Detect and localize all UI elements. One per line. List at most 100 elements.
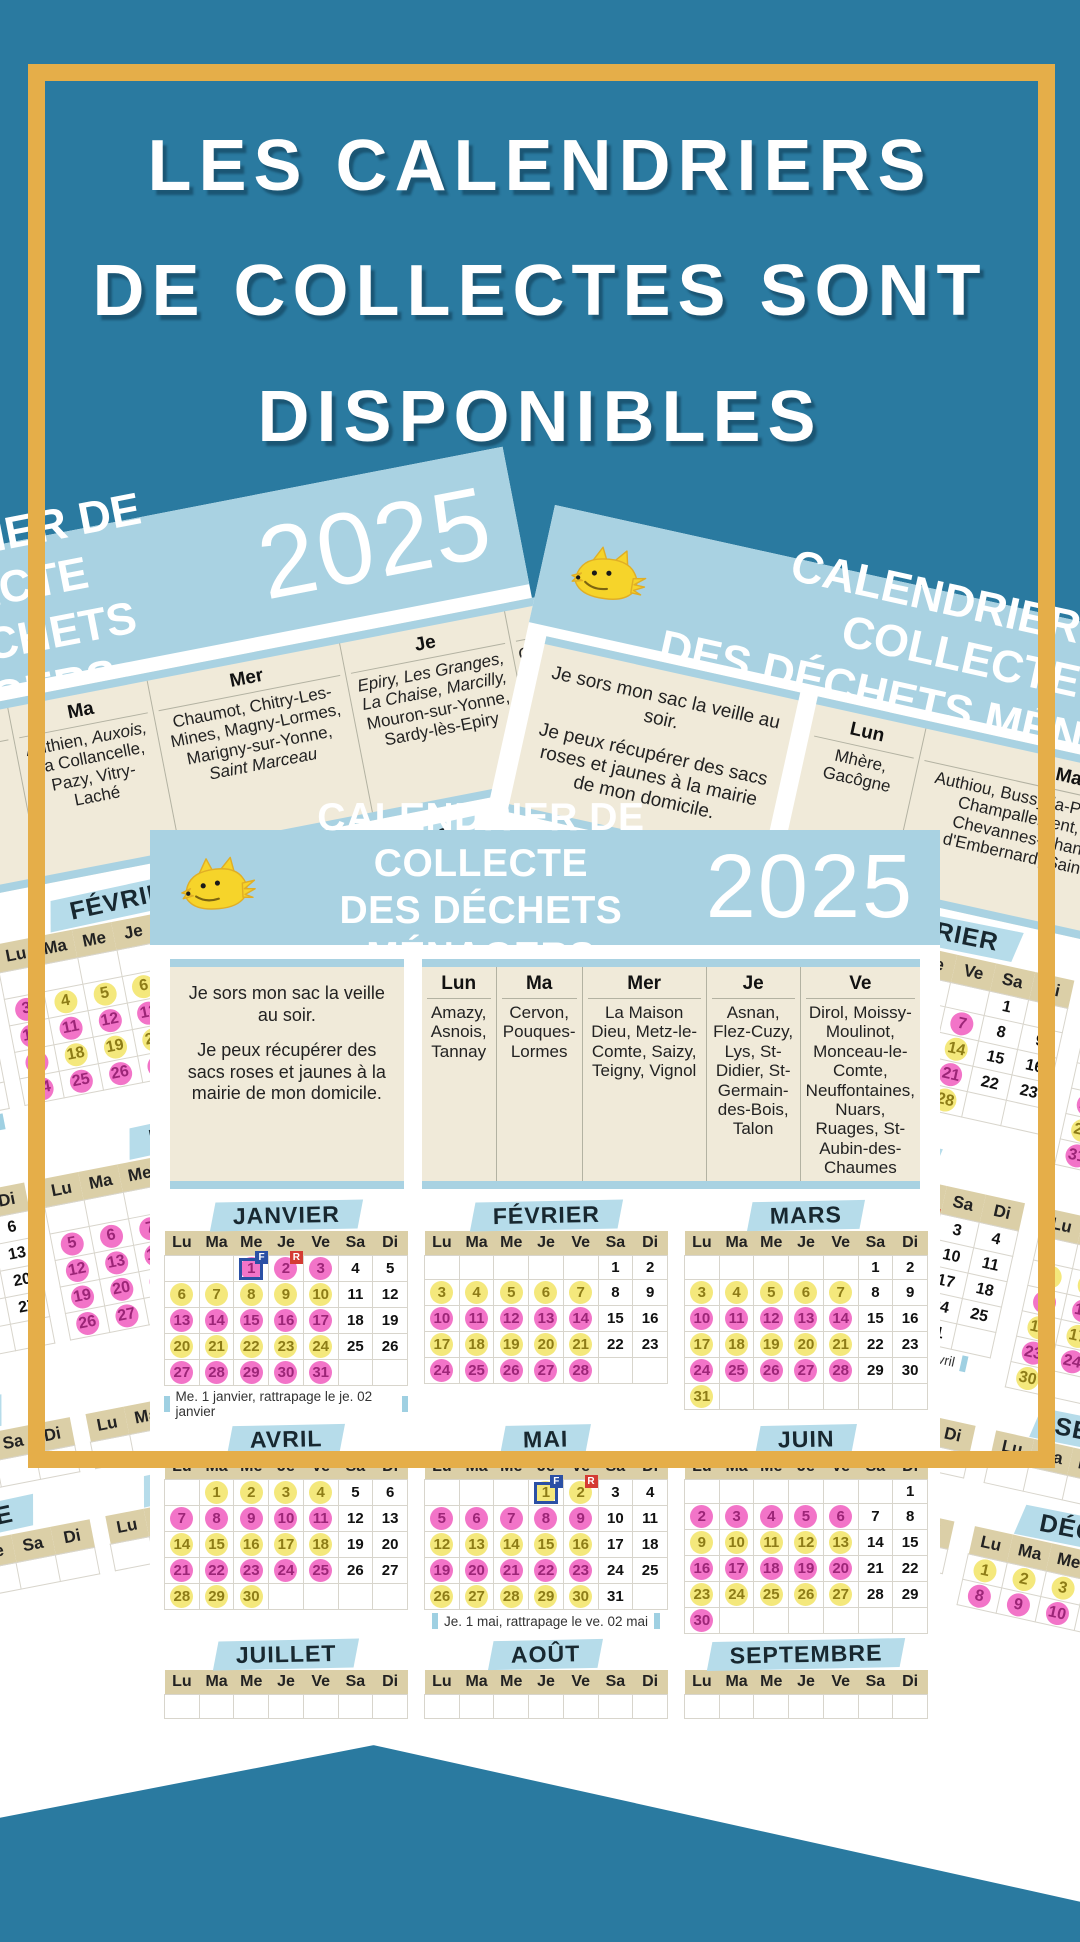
day-header: Ve bbox=[563, 1231, 598, 1256]
day-cell bbox=[719, 1384, 754, 1410]
day-cell: 28 bbox=[823, 1358, 858, 1384]
day-cell: 27 bbox=[529, 1358, 564, 1384]
month-title: AOÛT bbox=[488, 1639, 603, 1670]
collection-day-dot: 19 bbox=[794, 1557, 817, 1580]
collection-day-dot: 31 bbox=[690, 1385, 713, 1408]
collection-day-dot: 26 bbox=[430, 1585, 453, 1608]
collection-day-dot: 10 bbox=[690, 1307, 713, 1330]
collection-day-dot: 6 bbox=[465, 1507, 488, 1530]
fox-mascot-icon bbox=[176, 856, 256, 920]
month-title: MARS bbox=[747, 1200, 865, 1231]
collection-day-dot: 6 bbox=[534, 1281, 557, 1304]
collection-day-dot: 5 bbox=[500, 1281, 523, 1304]
day-cell bbox=[0, 1082, 9, 1116]
collection-day-dot: 30 bbox=[569, 1585, 592, 1608]
day-cell bbox=[823, 1695, 858, 1719]
month-octobre: OCTOBRELuMaMeJeVeSaDi bbox=[0, 1486, 105, 1654]
collection-day-dot: 29 bbox=[205, 1585, 228, 1608]
day-header: Di bbox=[373, 1231, 408, 1256]
day-cell: 19 bbox=[425, 1558, 460, 1584]
day-cell: 3 bbox=[598, 1480, 633, 1506]
day-cell: 25 bbox=[633, 1558, 668, 1584]
poster-title-line-1: LES CALENDRIERS bbox=[0, 104, 1080, 229]
day-cell: 23 bbox=[234, 1558, 269, 1584]
collection-day-dot: 10 bbox=[430, 1307, 453, 1330]
collection-day-dot: 2 bbox=[690, 1505, 713, 1528]
day-cell: 8 bbox=[234, 1282, 269, 1308]
day-header: Sa bbox=[858, 1455, 893, 1480]
day-cell: 15 bbox=[858, 1306, 893, 1332]
day-cell: 28 bbox=[858, 1582, 893, 1608]
day-cell: 23 bbox=[893, 1332, 928, 1358]
collection-day-dot: 25 bbox=[465, 1359, 488, 1382]
day-cell bbox=[598, 1695, 633, 1719]
day-cell bbox=[719, 1256, 754, 1280]
day-cell: 1 bbox=[858, 1256, 893, 1280]
day-cell: 16 bbox=[633, 1306, 668, 1332]
day-cell: 2 bbox=[633, 1256, 668, 1280]
day-cell: 7 bbox=[199, 1282, 234, 1308]
collection-day-dot: 13 bbox=[829, 1531, 852, 1554]
collection-day-dot: 18 bbox=[309, 1533, 332, 1556]
collection-day-dot: 21 bbox=[170, 1559, 193, 1582]
month-decembre: DÉCEMBRELuMaMeJeVeSaDi123456789101112131… bbox=[956, 1493, 1080, 1666]
collection-day-dot: 3 bbox=[690, 1281, 713, 1304]
info-and-communes-row: Je sors mon sac la veille au soir.Je peu… bbox=[170, 959, 920, 1189]
day-cell: 17 bbox=[269, 1532, 304, 1558]
day-cell: 14 bbox=[165, 1532, 200, 1558]
collection-day-dot: 2 bbox=[1010, 1566, 1037, 1593]
day-header: Ve bbox=[303, 1670, 338, 1695]
month-note: Me. 1 janvier, rattrapage le je. 02 janv… bbox=[164, 1389, 408, 1419]
day-cell: 31 bbox=[598, 1584, 633, 1610]
day-cell bbox=[459, 1480, 494, 1506]
day-cell: 15 bbox=[199, 1532, 234, 1558]
collection-day-dot: 8 bbox=[240, 1283, 263, 1306]
day-cell: 22 bbox=[858, 1332, 893, 1358]
collection-day-dot: 19 bbox=[69, 1283, 96, 1310]
day-cell: 3 bbox=[303, 1256, 338, 1282]
day-cell bbox=[459, 1695, 494, 1719]
day-cell: 14 bbox=[823, 1306, 858, 1332]
day-cell: 27 bbox=[459, 1584, 494, 1610]
day-cell bbox=[858, 1384, 893, 1410]
day-cell: 13 bbox=[529, 1306, 564, 1332]
day-cell: 25 bbox=[719, 1358, 754, 1384]
day-cell: 30 bbox=[234, 1584, 269, 1610]
communes-column-header: Lun bbox=[427, 971, 491, 999]
day-cell bbox=[754, 1695, 789, 1719]
day-cell: 4 bbox=[338, 1256, 373, 1282]
day-header: Je bbox=[269, 1455, 304, 1480]
collection-day-dot: 7 bbox=[829, 1281, 852, 1304]
day-cell bbox=[494, 1480, 529, 1506]
day-cell: 29 bbox=[893, 1582, 928, 1608]
collection-day-dot: 5 bbox=[760, 1281, 783, 1304]
collection-day-dot: 10 bbox=[274, 1507, 297, 1530]
day-cell bbox=[459, 1256, 494, 1280]
collection-day-dot: 19 bbox=[500, 1333, 523, 1356]
collection-day-dot: 9 bbox=[690, 1531, 713, 1554]
day-cell: 21 bbox=[823, 1332, 858, 1358]
collection-day-dot: 26 bbox=[107, 1060, 134, 1087]
day-cell bbox=[823, 1480, 858, 1504]
day-cell bbox=[719, 1608, 754, 1634]
day-cell: 29 bbox=[234, 1360, 269, 1386]
collection-day-dot: 28 bbox=[170, 1585, 193, 1608]
day-cell bbox=[789, 1384, 824, 1410]
collection-day-dot: 27 bbox=[465, 1585, 488, 1608]
day-cell bbox=[754, 1480, 789, 1504]
collection-day-dot: 14 bbox=[829, 1307, 852, 1330]
day-cell: 5 bbox=[789, 1504, 824, 1530]
day-header: Sa bbox=[338, 1670, 373, 1695]
day-cell: 6 bbox=[165, 1282, 200, 1308]
collection-day-dot: 12 bbox=[64, 1257, 91, 1284]
rattrapage-badge: R bbox=[290, 1251, 303, 1264]
day-cell bbox=[823, 1384, 858, 1410]
collection-day-dot: 4 bbox=[309, 1481, 332, 1504]
poster-canvas: { "poster": { "title_lines": ["LES CALEN… bbox=[0, 0, 1080, 1528]
collection-day-dot: 9 bbox=[1004, 1591, 1031, 1618]
